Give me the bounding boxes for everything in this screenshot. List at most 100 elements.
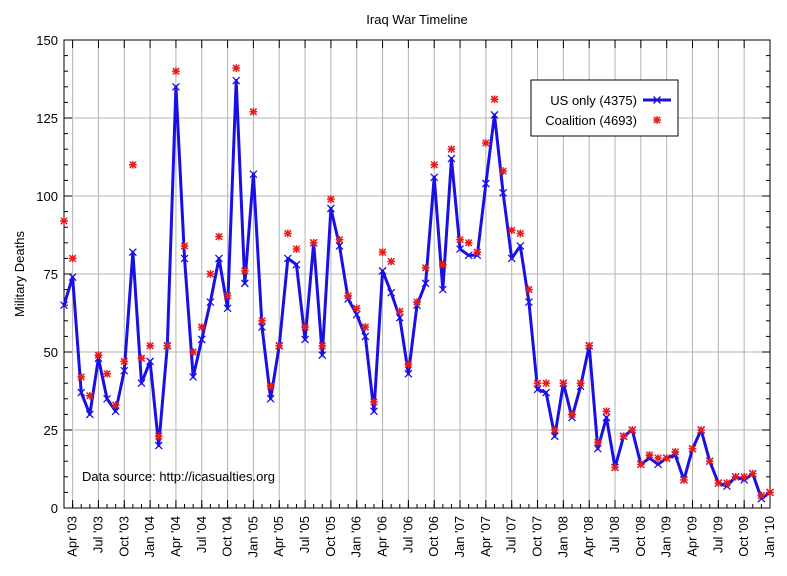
us-point <box>456 245 465 253</box>
y-tick-label: 125 <box>36 111 58 126</box>
us-point <box>180 254 189 263</box>
x-tick-label: Apr '04 <box>168 516 183 557</box>
coalition-point <box>499 167 507 175</box>
us-point <box>283 254 292 263</box>
us-point <box>258 323 266 331</box>
x-tick-label: Jan '10 <box>762 516 777 558</box>
us-point <box>524 298 533 307</box>
us-point <box>206 298 215 307</box>
us-point <box>481 179 490 188</box>
coalition-point <box>120 357 129 366</box>
coalition-point <box>266 382 275 391</box>
us-point <box>387 288 396 297</box>
us-point <box>542 388 551 397</box>
coalition-point <box>154 432 163 441</box>
us-point <box>223 304 232 313</box>
x-tick-label: Apr '06 <box>375 516 390 557</box>
coalition-point <box>559 379 568 388</box>
coalition-point <box>352 304 361 313</box>
coalition-point <box>533 379 542 388</box>
coalition-point <box>516 229 525 238</box>
coalition-point <box>723 479 731 487</box>
us-point <box>103 394 112 403</box>
us-point <box>447 154 456 163</box>
y-tick-label: 25 <box>44 423 58 438</box>
us-point <box>111 407 120 416</box>
data-source-annotation: Data source: http://icasualties.org <box>82 469 275 484</box>
us-point <box>378 266 387 275</box>
coalition-point <box>172 67 180 76</box>
us-point <box>318 351 327 360</box>
us-point <box>490 110 499 119</box>
coalition-point <box>137 354 146 363</box>
coalition-point <box>103 370 111 378</box>
us-point <box>189 373 198 381</box>
coalition-point <box>662 454 671 462</box>
coalition-point <box>111 401 120 409</box>
us-point <box>654 460 663 469</box>
coalition-point <box>197 323 206 331</box>
y-tick-label: 75 <box>44 267 58 282</box>
x-tick-label: Jul '07 <box>504 516 519 553</box>
us-point <box>77 388 86 397</box>
legend-coalition-swatch-marker <box>653 116 661 124</box>
us-point <box>232 76 241 85</box>
us-point <box>369 407 378 416</box>
x-tick-label: Jul '09 <box>710 516 725 553</box>
coalition-point <box>637 460 645 469</box>
x-tick-label: Jan '07 <box>452 516 467 558</box>
x-tick-label: Apr '03 <box>65 516 80 557</box>
coalition-point <box>309 238 318 247</box>
x-tick-label: Jan '05 <box>245 516 260 558</box>
x-tick-label: Jul '04 <box>194 516 209 553</box>
coalition-point <box>215 232 223 241</box>
coalition-point <box>602 407 611 416</box>
coalition-point <box>705 457 714 466</box>
legend-us-swatch-marker <box>653 96 661 104</box>
legend-swatches <box>643 96 671 124</box>
coalition-point <box>85 391 94 400</box>
coalition-point <box>240 267 249 275</box>
coalition-point <box>697 426 705 434</box>
coalition-point <box>129 160 137 169</box>
coalition-point <box>645 451 654 459</box>
coalition-point <box>430 160 439 169</box>
us-point <box>438 285 447 294</box>
coalition-point <box>619 432 628 441</box>
coalition-point <box>714 479 723 487</box>
us-point <box>516 241 525 250</box>
us-point <box>421 279 430 288</box>
y-tick-label: 50 <box>44 345 58 360</box>
us-point <box>128 248 137 257</box>
us-point <box>266 394 275 403</box>
us-point <box>533 385 542 394</box>
coalition-point <box>344 292 352 300</box>
coalition-point <box>438 260 447 269</box>
legend-entry-coalition-label: Coalition (4693) <box>545 113 637 128</box>
coalition-point <box>550 426 559 434</box>
coalition-point <box>507 226 516 235</box>
coalition-point <box>447 145 456 154</box>
y-tick-label: 150 <box>36 33 58 48</box>
us-point <box>301 335 310 344</box>
coalition-point <box>370 398 378 406</box>
coalition-point <box>542 379 550 388</box>
us-point <box>120 366 129 375</box>
x-tick-label: Apr '07 <box>478 516 493 557</box>
coalition-point <box>611 463 619 472</box>
coalition-point <box>189 348 197 356</box>
coalition-point <box>576 379 585 388</box>
coalition-point <box>258 316 266 325</box>
x-tick-label: Jul '03 <box>90 516 105 553</box>
x-tick-label: Jan '08 <box>555 516 570 558</box>
coalition-point <box>766 488 774 497</box>
us-point <box>593 444 602 453</box>
x-tick-label: Apr '09 <box>685 516 700 557</box>
coalition-point <box>680 476 688 484</box>
x-tick-label: Jul '08 <box>607 516 622 553</box>
coalition-point <box>249 107 258 116</box>
coalition-point <box>301 323 309 331</box>
chart-title: Iraq War Timeline <box>366 12 467 27</box>
legend-box <box>530 79 679 137</box>
